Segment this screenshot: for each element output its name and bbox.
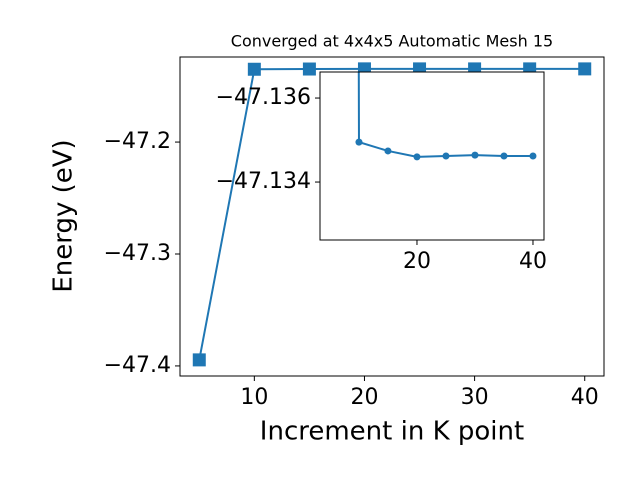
axes-frame: [319, 71, 545, 241]
x-tick-label: 30: [461, 385, 489, 410]
data-marker: [192, 353, 206, 367]
x-tick-label: 20: [350, 385, 378, 410]
y-tick-label: −47.134: [216, 169, 311, 194]
x-tick-label: 40: [519, 249, 547, 274]
x-axis-label: Increment in K point: [260, 417, 524, 447]
x-tick-label: 20: [403, 249, 431, 274]
data-marker: [302, 62, 316, 76]
x-tick-label: 10: [240, 385, 268, 410]
data-marker: [529, 152, 537, 160]
data-marker: [384, 147, 392, 155]
y-tick-label: −47.2: [104, 129, 171, 154]
data-marker: [247, 62, 261, 76]
data-marker: [413, 153, 421, 161]
x-tick-label: 40: [571, 385, 599, 410]
data-marker: [442, 152, 450, 160]
y-axis-label: Energy (eV): [49, 139, 79, 292]
y-tick-label: −47.136: [216, 85, 311, 110]
data-line: [198, 67, 585, 361]
data-marker: [578, 62, 592, 76]
y-tick-label: −47.3: [104, 241, 171, 266]
chart-title: Converged at 4x4x5 Automatic Mesh 15: [231, 32, 553, 51]
plot-area: [355, 72, 537, 161]
data-marker: [355, 138, 363, 146]
data-marker: [500, 152, 508, 160]
data-line: [357, 72, 533, 158]
axes-frame: [179, 56, 605, 377]
data-marker: [471, 151, 479, 159]
y-tick-label: −47.4: [104, 353, 171, 378]
